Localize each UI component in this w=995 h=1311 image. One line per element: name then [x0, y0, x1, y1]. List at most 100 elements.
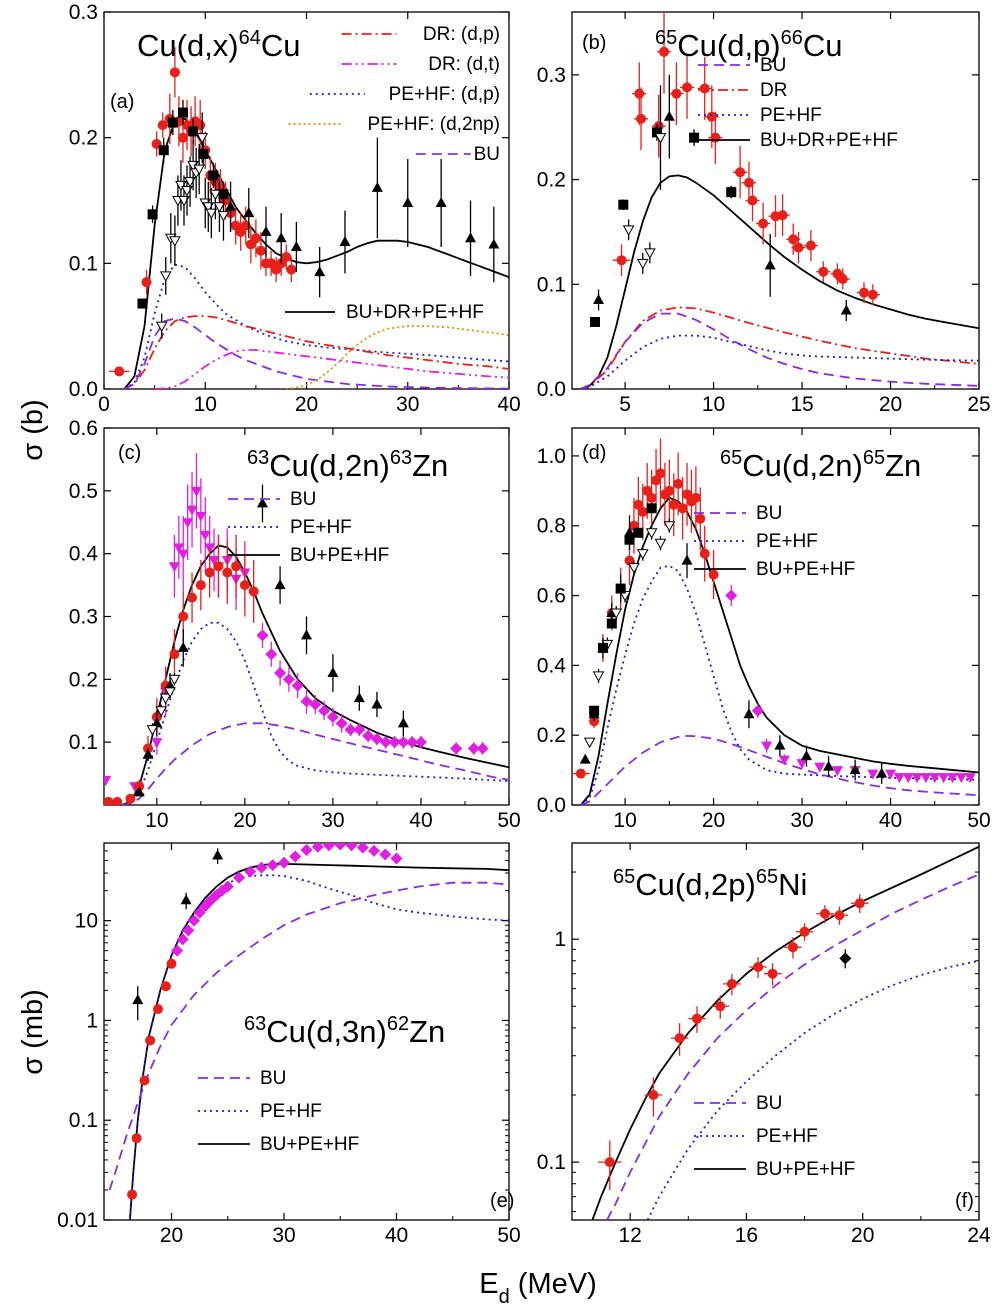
panel-b-data-point: [663, 110, 675, 121]
panel-c-data-point: [195, 580, 206, 591]
panel-a-title-superscript: 64: [239, 27, 261, 49]
panel-d-xtick-label: 50: [967, 809, 990, 832]
panel-a-data-point: [169, 236, 181, 247]
panel-e-data-point: [379, 848, 392, 861]
panel-c-letter: (c): [118, 442, 141, 464]
panel-f-title-text: Cu(d,2p): [635, 867, 756, 902]
panel-d-ytick-label: 0.0: [537, 794, 566, 817]
panel-f-curve-pe-hf: [646, 959, 979, 1220]
panel-a-data-point: [159, 271, 172, 282]
panel-b-data-point: [726, 187, 737, 198]
panel-e-data-point: [132, 994, 144, 1005]
panel-a-xtick-label: 30: [396, 393, 419, 416]
panel-c-data-point: [178, 611, 189, 622]
panel-d-data-point: [955, 773, 967, 784]
panel-e-xtick-label: 40: [385, 1224, 408, 1247]
panel-b-title-text: Cu(d,p): [677, 28, 780, 63]
panel-f-title-superscript: 65: [756, 866, 778, 888]
panel-e-xtick-label: 30: [272, 1224, 295, 1247]
panel-e-data-point: [390, 852, 403, 865]
panel-d-data-point: [964, 773, 976, 784]
panel-c-data-point: [274, 667, 287, 680]
panel-d-data-point: [664, 485, 675, 496]
panel-b-data-point: [867, 289, 878, 300]
panel-d-data-point: [849, 764, 861, 775]
panel-c-ytick-label: 0.1: [69, 731, 98, 754]
panel-e-data-point: [180, 894, 192, 905]
panel-e-frame: [103, 842, 510, 1221]
panel-d-data-point: [673, 478, 684, 489]
panel-f-data-point: [834, 910, 845, 921]
panel-d-data-point: [778, 755, 790, 766]
panel-f-data-point: [726, 978, 737, 989]
panel-d-data-point: [743, 708, 755, 719]
panel-a: 0 10 20 30 40 0.0 0.1 0.2 0.3 (a) Cu(d,x)64Cu DR: (…: [69, 1, 521, 416]
panel-d-data-point: [636, 549, 649, 560]
panel-d-data-point: [902, 773, 914, 784]
panel-f-data-point: [648, 1090, 659, 1101]
panel-f-data-point: [787, 942, 798, 953]
panel-e-legend-label: PE+HF: [260, 1101, 322, 1122]
panel-e-curve-pe-hf: [129, 874, 509, 1220]
panel-d-data-point: [637, 506, 648, 517]
panel-a-data-point: [488, 238, 500, 249]
panel-d-data-point: [796, 759, 808, 770]
panel-e-data-point: [153, 1004, 163, 1015]
panel-a-ytick-label: 0.1: [69, 252, 98, 275]
panel-e-data-point: [221, 880, 234, 893]
panel-b-data-point: [618, 199, 629, 210]
panel-e-data-point: [266, 859, 279, 872]
panel-c-data-point: [104, 775, 112, 786]
panel-c-data-point: [164, 679, 176, 690]
panel-f-data-point: [839, 952, 852, 965]
panel-e-data-point: [233, 871, 245, 884]
panel-d-data-point: [681, 554, 693, 565]
panel-d-data-point: [708, 569, 719, 580]
panel-c-data-point: [397, 717, 409, 728]
panel-e-data-point: [311, 843, 324, 853]
panel-b-xtick-label: 15: [790, 393, 813, 416]
panel-b-ytick-label: 0.2: [537, 169, 566, 192]
panel-e-data-point: [334, 843, 347, 851]
panel-c-ytick-label: 0.3: [69, 606, 98, 629]
panel-e-letter: (e): [490, 1190, 514, 1212]
panel-c-data-point: [204, 567, 215, 578]
panel-b-title-text: Cu: [803, 28, 843, 63]
panel-b-data-point: [682, 82, 693, 93]
panel-d-data-point: [814, 762, 826, 773]
panel-b-xtick-label: 25: [967, 393, 990, 416]
panel-d-data-point: [751, 704, 764, 717]
panel-e-legend-label: BU: [260, 1068, 286, 1089]
panel-d-data-point: [695, 513, 706, 524]
panel-c-title-text: Zn: [412, 448, 448, 483]
panel-b-data-point: [788, 234, 799, 245]
panel-b-ytick-label: 0.0: [537, 378, 566, 401]
panel-c-ytick-label: 0.2: [69, 668, 98, 691]
panel-a-curve-bu-dr-pe-hf: [123, 117, 509, 389]
panel-c-data-point: [177, 641, 189, 652]
panel-a-data-point: [243, 207, 255, 218]
panel-b-data-point: [659, 46, 670, 57]
panel-d-data-point: [646, 503, 657, 514]
panel-e-data-point: [278, 856, 290, 869]
panel-b-xtick-label: 20: [879, 393, 902, 416]
panel-c-data-point: [256, 497, 268, 508]
panel-a-data-point: [209, 189, 222, 201]
panel-c-xtick-label: 40: [409, 809, 432, 832]
panel-d-data-point: [575, 768, 586, 779]
panel-e-data-point: [160, 981, 171, 992]
x-axis-title-main: E: [479, 1268, 498, 1300]
panel-a-data-point: [177, 132, 188, 143]
panel-a-curve-dr-d-p-: [123, 315, 509, 389]
panel-b-data-point: [644, 248, 656, 259]
panel-d-data-point: [690, 492, 701, 503]
x-axis-title-subscript: d: [499, 1286, 510, 1308]
panel-d-data-point: [624, 534, 635, 545]
panel-c-data-point: [450, 742, 463, 755]
panel-f-ytick-label: 0.1: [537, 1151, 566, 1174]
panel-b-data-point: [764, 259, 776, 270]
panel-c-data-point: [344, 723, 357, 736]
panel-f-title-superscript: 65: [613, 866, 635, 888]
panel-e-data-point: [323, 843, 335, 852]
